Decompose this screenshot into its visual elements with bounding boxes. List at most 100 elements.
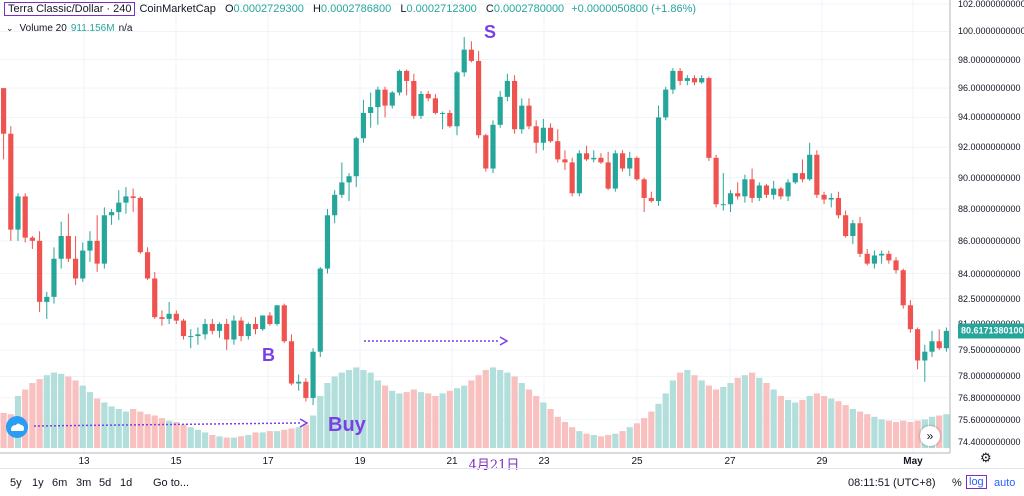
candle-body: [360, 112, 367, 139]
candle-body: [274, 305, 280, 325]
volume-bar: [180, 424, 187, 448]
range-5d-button[interactable]: 5d: [99, 477, 112, 489]
volume-bar: [58, 373, 65, 448]
clock-timezone[interactable]: 08:11:51 (UTC+8): [848, 477, 936, 489]
range-3m-button[interactable]: 3m: [76, 477, 92, 489]
candle-body: [116, 202, 122, 213]
volume-bar: [360, 370, 367, 448]
buy-arrow-line: [33, 422, 301, 427]
volume-bar: [309, 415, 317, 448]
price-tick-label: 84.0000000000: [958, 268, 1021, 279]
candle-body: [411, 80, 417, 116]
volume-bar: [727, 383, 734, 448]
candle-body: [382, 89, 388, 106]
price-tick-label: 102.0000000000: [958, 0, 1024, 9]
volume-bar: [547, 409, 554, 448]
candle-body: [706, 78, 712, 158]
candle-body: [339, 182, 345, 195]
volume-bar: [799, 399, 806, 448]
candle-body: [835, 197, 842, 216]
candle-body: [598, 157, 604, 163]
volume-bar: [331, 376, 338, 448]
volume-bar: [705, 385, 712, 448]
candle-body: [58, 236, 64, 259]
candle-body: [799, 173, 806, 180]
volume-bar: [655, 403, 662, 448]
range-6m-button[interactable]: 6m: [52, 477, 68, 489]
log-scale-button[interactable]: log: [966, 475, 987, 489]
volume-bar: [0, 412, 7, 448]
candle-body: [310, 351, 316, 398]
candle-body: [619, 153, 626, 169]
legend-header: Terra Classic/Dollar · 240 CoinMarketCap …: [4, 2, 696, 16]
volume-bar: [446, 390, 453, 448]
candle-body: [195, 334, 201, 337]
candle-body: [324, 215, 331, 269]
candle-body: [677, 70, 683, 81]
candle-body: [915, 329, 921, 361]
candle-body: [72, 258, 79, 279]
volume-bar: [612, 433, 619, 448]
goto-date-button[interactable]: Go to...: [153, 477, 190, 489]
candle-body: [547, 127, 554, 142]
collapse-chevron-icon[interactable]: ⌄: [6, 23, 14, 33]
candle-body: [533, 126, 539, 143]
settings-gear-icon[interactable]: ⚙: [980, 450, 992, 465]
volume-bar: [101, 402, 108, 448]
candle-body: [418, 93, 424, 116]
candle-body: [296, 381, 302, 384]
candle-body: [454, 72, 460, 127]
candle-body: [900, 270, 906, 306]
candle-body: [440, 112, 446, 114]
candle-body: [583, 153, 590, 160]
volume-bar: [590, 435, 597, 448]
volume-bar: [202, 432, 209, 448]
volume-bar: [777, 396, 784, 448]
volume-bar: [713, 389, 720, 448]
volume-bar: [648, 411, 655, 448]
candle-body: [332, 194, 338, 216]
candle-body: [490, 124, 496, 169]
symbol-title[interactable]: Terra Classic/Dollar · 240: [4, 2, 136, 16]
candle-body: [627, 157, 633, 169]
range-1d-button[interactable]: 1d: [120, 477, 133, 489]
volume-bar: [569, 427, 576, 448]
candle-body: [663, 89, 669, 118]
percent-scale-button[interactable]: %: [952, 477, 962, 489]
volume-bar: [907, 422, 914, 448]
candle-body: [130, 196, 136, 198]
range-5y-button[interactable]: 5y: [10, 477, 22, 489]
auto-scale-button[interactable]: auto: [994, 477, 1016, 489]
candle-body: [814, 154, 820, 195]
range-1y-button[interactable]: 1y: [32, 477, 44, 489]
candle-body: [101, 215, 107, 264]
volume-bar: [252, 432, 259, 448]
candle-body: [785, 182, 791, 197]
candle-body: [216, 324, 223, 331]
volume-bar: [633, 423, 641, 448]
volume-bar: [324, 383, 331, 448]
candle-body: [670, 70, 676, 90]
candle-body: [735, 193, 741, 197]
candle-body: [396, 70, 403, 93]
price-tick-label: 82.5000000000: [958, 293, 1021, 304]
volume-bar: [576, 431, 583, 448]
candle-body: [108, 212, 115, 216]
candle-body: [123, 196, 129, 203]
open-label: O: [224, 3, 234, 15]
price-tick-label: 79.5000000000: [958, 344, 1021, 355]
candle-body: [166, 313, 172, 319]
low-label: L: [400, 3, 407, 15]
candle-body: [447, 112, 453, 127]
volume-bar: [943, 414, 950, 448]
candle-body: [209, 324, 215, 331]
volume-bar: [338, 372, 345, 448]
scroll-to-realtime-icon[interactable]: »: [920, 426, 940, 446]
candle-body: [727, 193, 734, 205]
candle-body: [36, 240, 43, 302]
price-tick-label: 96.0000000000: [958, 83, 1021, 94]
candle-body: [843, 215, 849, 237]
tradingview-logo-icon[interactable]: [6, 416, 28, 438]
candle-body: [368, 107, 374, 113]
